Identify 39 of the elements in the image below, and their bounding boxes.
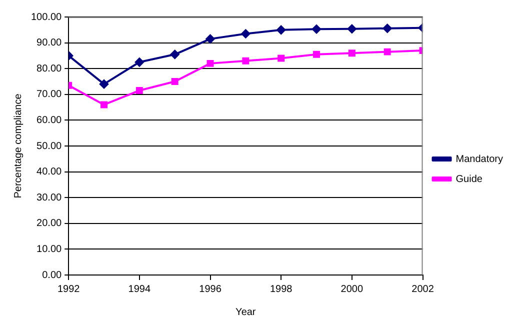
point bbox=[347, 24, 356, 34]
x-tick-label: 2002 bbox=[412, 284, 434, 295]
point bbox=[136, 87, 143, 94]
point bbox=[206, 34, 215, 44]
point bbox=[313, 50, 320, 58]
y-tick-label: 70.00 bbox=[36, 89, 62, 100]
x-axis-title: Year bbox=[236, 306, 256, 318]
x-tick-label: 1996 bbox=[199, 284, 222, 295]
point bbox=[278, 54, 285, 62]
point bbox=[134, 58, 144, 67]
point bbox=[382, 24, 392, 33]
y-axis-title: Percentage compliance bbox=[12, 93, 24, 198]
point bbox=[242, 57, 250, 64]
point bbox=[348, 50, 356, 57]
legend-label: Mandatory bbox=[456, 154, 504, 165]
y-tick-label: 30.00 bbox=[36, 192, 62, 204]
x-tick-label: 1992 bbox=[57, 284, 80, 295]
point bbox=[206, 60, 214, 67]
y-tick-label: 80.00 bbox=[36, 63, 62, 74]
y-tick-label: 0.00 bbox=[42, 270, 62, 281]
x-tick-label: 1998 bbox=[270, 284, 293, 295]
point bbox=[276, 25, 286, 34]
point bbox=[171, 78, 178, 85]
point bbox=[100, 101, 108, 108]
y-tick-label: 40.00 bbox=[36, 166, 62, 178]
y-tick-label: 100.00 bbox=[30, 12, 62, 23]
point bbox=[100, 80, 109, 89]
y-tick-label: 60.00 bbox=[36, 114, 62, 126]
y-tick-label: 50.00 bbox=[36, 140, 62, 152]
x-tick-label: 2000 bbox=[340, 284, 364, 295]
y-tick-label: 10.00 bbox=[36, 244, 62, 255]
y-tick-label: 90.00 bbox=[36, 38, 62, 49]
point bbox=[241, 29, 250, 38]
point bbox=[170, 50, 180, 59]
y-tick-label: 20.00 bbox=[36, 218, 62, 230]
point bbox=[312, 24, 322, 34]
x-tick-label: 1994 bbox=[128, 284, 151, 295]
legend-label: Guide bbox=[456, 174, 483, 185]
point bbox=[384, 48, 391, 56]
